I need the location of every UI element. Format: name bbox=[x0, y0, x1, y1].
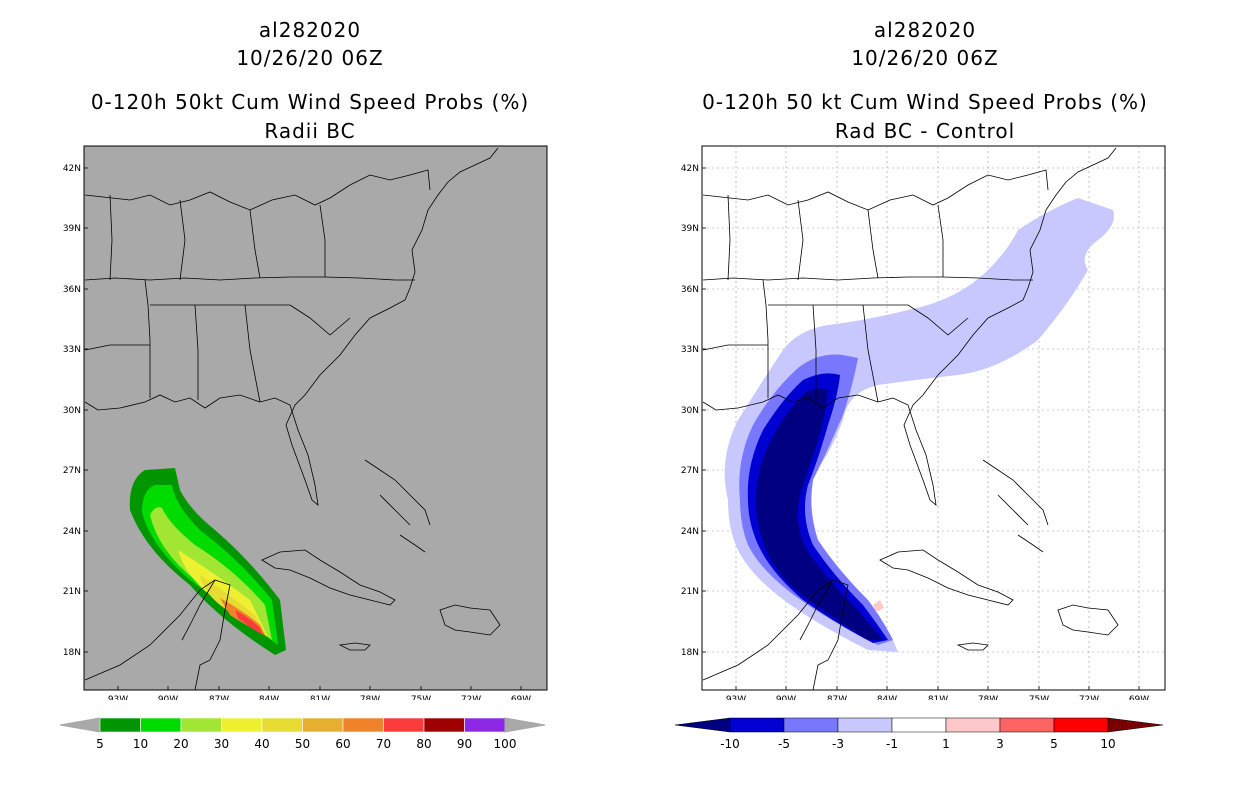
right-lon-label: 87W bbox=[827, 695, 847, 700]
left-lat-label: 42N bbox=[63, 164, 81, 174]
left-storm-id: al282020 bbox=[258, 18, 362, 42]
left-cb-low-arrow bbox=[59, 717, 101, 733]
right-lon-label: 69W bbox=[1129, 695, 1149, 700]
left-cb-label: 30 bbox=[214, 737, 229, 751]
left-cb-swatch bbox=[99, 717, 141, 733]
left-map-background bbox=[83, 145, 548, 691]
left-cb-swatch bbox=[261, 717, 303, 733]
right-cb-label: -1 bbox=[886, 737, 898, 751]
left-swath-70 bbox=[235, 610, 263, 635]
left-map: 42N 39N 36N 33N 30N 27N 24N 21N 18N 93W 90W 87W 84W… bbox=[63, 145, 548, 700]
left-lon-label: 69W bbox=[511, 695, 531, 700]
right-datetime: 10/26/20 06Z bbox=[851, 46, 999, 70]
right-cb-swatch bbox=[945, 717, 1001, 733]
right-lon-label: 84W bbox=[877, 695, 897, 700]
left-cb-label: 80 bbox=[416, 737, 431, 751]
right-lat-label: 24N bbox=[681, 527, 699, 537]
left-lon-label: 81W bbox=[310, 695, 330, 700]
right-lon-label: 72W bbox=[1079, 695, 1099, 700]
left-cb-swatch bbox=[383, 717, 425, 733]
left-cb-swatch bbox=[221, 717, 263, 733]
right-cb-swatch bbox=[891, 717, 947, 733]
left-lat-label: 21N bbox=[63, 587, 81, 597]
right-swath-minus1 bbox=[724, 198, 1114, 652]
right-cb-label: 10 bbox=[1100, 737, 1115, 751]
left-cb-label: 100 bbox=[494, 737, 517, 751]
right-subtitle: Rad BC - Control bbox=[834, 119, 1016, 143]
right-lon-label: 78W bbox=[978, 695, 998, 700]
left-cb-swatch bbox=[302, 717, 344, 733]
right-lat-label: 36N bbox=[681, 285, 699, 295]
left-lon-label: 87W bbox=[209, 695, 229, 700]
left-cb-label: 60 bbox=[335, 737, 350, 751]
right-map: 42N 39N 36N 33N 30N 27N 24N 21N 18N 93W 90W 87W 84W… bbox=[681, 145, 1166, 700]
left-lon-label: 93W bbox=[108, 695, 128, 700]
left-cb-swatch bbox=[140, 717, 182, 733]
right-cb-label: -5 bbox=[778, 737, 790, 751]
left-cb-label: 90 bbox=[457, 737, 472, 751]
left-lon-label: 78W bbox=[360, 695, 380, 700]
right-cb-swatch bbox=[783, 717, 839, 733]
left-cb-label: 40 bbox=[254, 737, 269, 751]
right-positive-blob bbox=[873, 600, 884, 612]
left-cb-label: 5 bbox=[96, 737, 104, 751]
right-lat-label: 27N bbox=[681, 466, 699, 476]
left-cb-high-arrow bbox=[504, 717, 546, 733]
right-cb-swatch bbox=[999, 717, 1055, 733]
right-cb-swatch bbox=[1053, 717, 1109, 733]
left-colorbar: 5 10 20 30 40 50 60 70 80 90 100 bbox=[59, 717, 546, 751]
right-lat-label: 33N bbox=[681, 345, 699, 355]
right-cb-low-arrow bbox=[674, 717, 731, 733]
right-lat-label: 18N bbox=[681, 648, 699, 658]
right-lon-label: 75W bbox=[1029, 695, 1049, 700]
right-colorbar: -10 -5 -3 -1 1 3 5 10 bbox=[674, 717, 1164, 751]
left-title: 0-120h 50kt Cum Wind Speed Probs (%) bbox=[90, 90, 530, 114]
left-cb-label: 10 bbox=[133, 737, 148, 751]
right-lon-label: 93W bbox=[726, 695, 746, 700]
right-cb-label: 3 bbox=[996, 737, 1004, 751]
right-cb-label: -10 bbox=[720, 737, 740, 751]
left-datetime: 10/26/20 06Z bbox=[236, 46, 384, 70]
right-cb-high-arrow bbox=[1107, 717, 1164, 733]
left-lat-label: 27N bbox=[63, 466, 81, 476]
left-cb-swatch bbox=[342, 717, 384, 733]
left-lat-label: 39N bbox=[63, 224, 81, 234]
right-cb-label: 1 bbox=[942, 737, 950, 751]
left-lon-label: 75W bbox=[411, 695, 431, 700]
left-subtitle: Radii BC bbox=[264, 119, 356, 143]
right-lon-label: 90W bbox=[776, 695, 796, 700]
right-cb-label: 5 bbox=[1050, 737, 1058, 751]
right-storm-id: al282020 bbox=[873, 18, 977, 42]
right-lat-label: 39N bbox=[681, 224, 699, 234]
left-cb-label: 50 bbox=[295, 737, 310, 751]
left-cb-swatch bbox=[423, 717, 465, 733]
right-lat-label: 42N bbox=[681, 164, 699, 174]
left-cb-swatch bbox=[464, 717, 506, 733]
right-cb-label: -3 bbox=[832, 737, 844, 751]
left-cb-swatch bbox=[180, 717, 222, 733]
left-lat-label: 24N bbox=[63, 527, 81, 537]
right-lat-label: 21N bbox=[681, 587, 699, 597]
right-title: 0-120h 50 kt Cum Wind Speed Probs (%) bbox=[702, 90, 1148, 114]
left-cb-label: 70 bbox=[376, 737, 391, 751]
right-lon-label: 81W bbox=[928, 695, 948, 700]
right-lat-label: 30N bbox=[681, 406, 699, 416]
left-lat-label: 33N bbox=[63, 345, 81, 355]
left-lat-label: 18N bbox=[63, 648, 81, 658]
left-lat-label: 36N bbox=[63, 285, 81, 295]
left-lat-label: 30N bbox=[63, 406, 81, 416]
right-swath-minus10 bbox=[756, 388, 883, 640]
left-lon-label: 90W bbox=[158, 695, 178, 700]
left-lon-label: 72W bbox=[461, 695, 481, 700]
left-cb-label: 20 bbox=[173, 737, 188, 751]
left-lon-label: 84W bbox=[259, 695, 279, 700]
right-cb-swatch bbox=[729, 717, 785, 733]
right-cb-swatch bbox=[837, 717, 893, 733]
